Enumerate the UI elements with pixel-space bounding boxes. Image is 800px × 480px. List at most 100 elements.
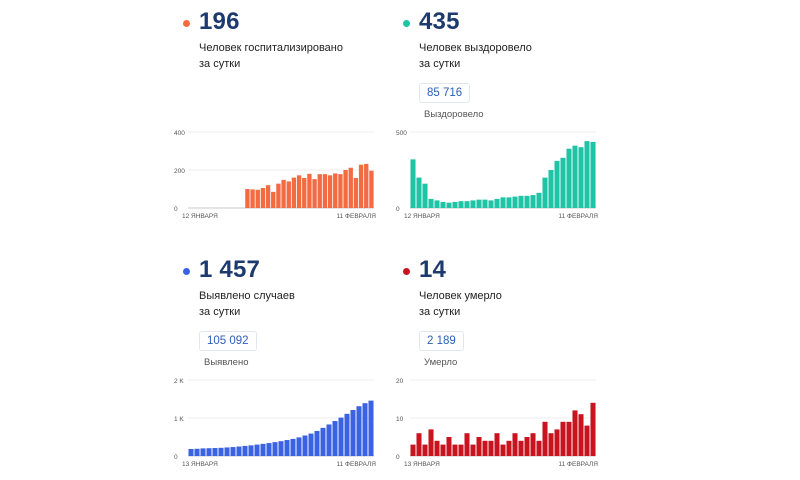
bar — [416, 177, 422, 208]
bar — [188, 448, 194, 456]
x-start-label: 13 ЯНВАРЯ — [404, 461, 440, 468]
bar — [476, 199, 482, 208]
bar — [470, 444, 476, 456]
bar — [320, 427, 326, 456]
x-start-label: 13 ЯНВАРЯ — [182, 461, 218, 468]
bar — [458, 201, 464, 208]
bar — [265, 185, 271, 208]
bar — [410, 444, 416, 456]
cases-description: Выявлено случаев за сутки — [199, 289, 395, 321]
bar — [410, 159, 416, 208]
bar — [584, 141, 590, 208]
bar — [348, 167, 353, 208]
description-line: за сутки — [419, 305, 461, 318]
bar — [446, 437, 452, 456]
bar — [236, 446, 242, 456]
bar — [440, 201, 446, 208]
bar — [314, 430, 320, 456]
recovered-description: Человек выздоровело за сутки — [419, 41, 615, 73]
bar — [464, 433, 470, 456]
bar — [548, 170, 554, 208]
bar — [245, 189, 250, 208]
bar — [281, 179, 286, 208]
x-end-label: 11 ФЕВРАЛЯ — [336, 213, 376, 220]
bar — [326, 424, 332, 456]
bar — [248, 445, 254, 456]
cases-panel: 1 457 Выявлено случаев за сутки 105 092 … — [180, 256, 395, 368]
description-line: Человек выздоровело — [419, 42, 532, 54]
cases-value: 1 457 — [199, 256, 261, 283]
bar — [212, 448, 218, 456]
y-tick-label: 0 — [396, 454, 400, 461]
bar — [422, 444, 428, 456]
x-end-label: 11 ФЕВРАЛЯ — [336, 461, 376, 468]
description-line: за сутки — [199, 57, 241, 70]
bar — [194, 448, 200, 456]
bar — [368, 400, 374, 456]
y-tick-label: 500 — [396, 130, 407, 137]
bar — [518, 195, 524, 208]
bar — [343, 170, 348, 208]
bar — [362, 403, 368, 456]
bar — [482, 199, 488, 208]
bar — [338, 417, 344, 456]
y-tick-label: 0 — [396, 206, 400, 213]
y-tick-label: 200 — [174, 168, 185, 175]
bar — [590, 141, 596, 208]
description-line: Человек умерло — [419, 290, 502, 302]
bar — [578, 147, 584, 208]
bar — [500, 444, 506, 456]
bar — [560, 157, 566, 208]
bar — [224, 447, 230, 456]
deaths-panel: 14 Человек умерло за сутки 2 189 Умерло — [400, 256, 615, 368]
bar — [260, 188, 266, 208]
y-tick-label: 400 — [174, 130, 185, 137]
bar — [542, 177, 548, 208]
bar — [494, 433, 500, 456]
bar — [230, 447, 236, 456]
bar — [255, 189, 260, 208]
bar — [250, 189, 255, 208]
bar — [242, 445, 248, 456]
bar — [434, 200, 440, 208]
x-start-label: 12 ЯНВАРЯ — [404, 213, 440, 220]
hospitalized-chart: 400 200 0 12 ЯНВАРЯ 11 ФЕВРАЛЯ — [174, 130, 376, 220]
bar — [428, 198, 434, 208]
bar — [590, 402, 596, 456]
bar — [452, 201, 458, 208]
bar — [566, 421, 572, 456]
bar — [584, 425, 590, 456]
hospitalized-panel: 196 Человек госпитализировано за сутки — [180, 8, 395, 73]
bar — [524, 437, 530, 456]
bar — [322, 174, 328, 208]
bar — [554, 429, 560, 456]
bar — [476, 437, 482, 456]
bar — [296, 437, 302, 456]
x-start-label: 12 ЯНВАРЯ — [182, 213, 218, 220]
bar — [302, 435, 308, 456]
bar — [327, 175, 333, 208]
bar — [276, 183, 281, 208]
x-end-label: 11 ФЕВРАЛЯ — [558, 213, 598, 220]
bar — [524, 195, 530, 208]
recovered-chart: 500 0 12 ЯНВАРЯ 11 ФЕВРАЛЯ — [396, 130, 598, 220]
bar — [284, 440, 290, 456]
bullet-dot-icon — [403, 20, 410, 27]
bar — [291, 177, 297, 208]
bullet-dot-icon — [183, 20, 190, 27]
y-tick-label: 2 K — [174, 378, 184, 385]
bar — [518, 440, 524, 456]
deaths-total-label: Умерло — [424, 357, 458, 368]
bar — [440, 444, 446, 456]
bar — [332, 421, 338, 456]
bar — [488, 200, 494, 208]
bar — [317, 174, 322, 208]
bar — [464, 201, 470, 208]
bar — [446, 202, 452, 208]
bar — [308, 433, 314, 456]
bar — [512, 433, 518, 456]
recovered-total: 85 716 — [419, 83, 471, 103]
y-tick-label: 1 K — [174, 416, 184, 423]
bar — [458, 444, 464, 456]
deaths-chart: 20 10 0 13 ЯНВАРЯ 11 ФЕВРАЛЯ — [396, 378, 598, 468]
